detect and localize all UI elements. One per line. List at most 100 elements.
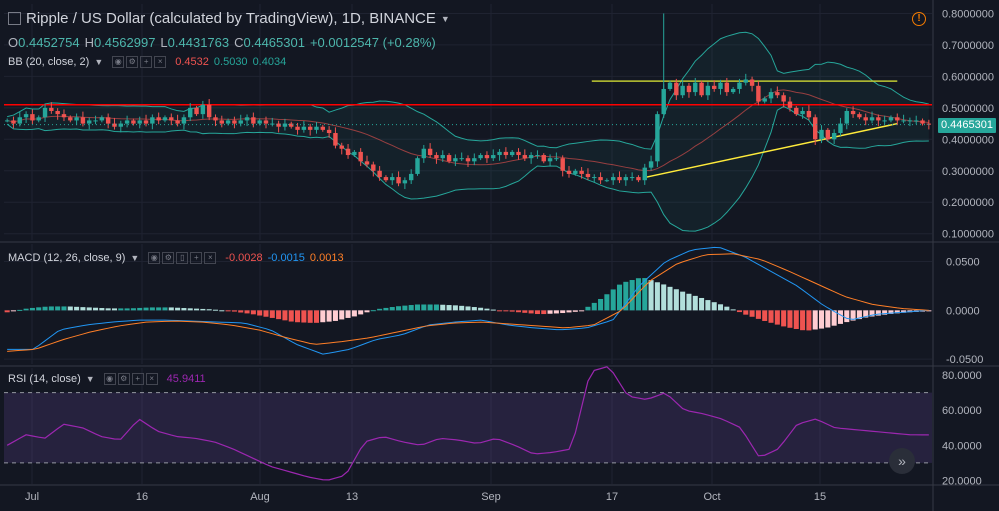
warning-icon[interactable]: ! — [912, 12, 926, 26]
close-icon[interactable]: × — [145, 373, 158, 385]
macd-name[interactable]: MACD (12, 26, close, 9) — [8, 252, 126, 264]
macd-histogram-bar — [806, 310, 812, 331]
plus-icon[interactable]: + — [140, 56, 153, 68]
candle-body — [869, 117, 875, 121]
chart-title[interactable]: Ripple / US Dollar (calculated by Tradin… — [26, 10, 436, 27]
macd-histogram-bar — [257, 310, 263, 316]
candle-body — [844, 110, 849, 124]
rsi-name[interactable]: RSI (14, close) — [8, 373, 81, 385]
macd-histogram-bar — [130, 308, 136, 311]
scroll-to-realtime-button[interactable]: » — [889, 448, 915, 474]
macd-histogram-bar — [80, 307, 86, 311]
candle-body — [484, 155, 490, 159]
plus-icon[interactable]: + — [190, 252, 203, 264]
macd-histogram-bar — [610, 289, 616, 311]
eye-icon[interactable]: ◉ — [112, 56, 125, 68]
macd-histogram-bar — [168, 307, 174, 311]
macd-histogram-bar — [547, 310, 553, 314]
candle-body — [794, 107, 799, 115]
candle-body — [863, 117, 868, 121]
candle-body — [421, 148, 427, 159]
bb-legend[interactable]: BB (20, close, 2) ▼ ◉ ⚙ + × 0.4532 0.5030 0… — [8, 56, 286, 68]
candle-body — [800, 110, 805, 115]
candle-body — [263, 120, 269, 124]
macd-histogram-bar — [421, 304, 427, 311]
candle-body — [93, 120, 98, 122]
y-tick-label: 0.0000 — [946, 305, 980, 317]
close-icon[interactable]: × — [154, 56, 167, 68]
macd-line-value: -0.0015 — [267, 252, 305, 264]
candle-body — [307, 126, 313, 130]
candle-body — [888, 117, 894, 121]
candle-body — [718, 82, 723, 89]
gear-icon[interactable]: ⚙ — [117, 373, 130, 385]
macd-histogram-bar — [560, 310, 566, 314]
candle-body — [377, 170, 382, 178]
chevron-down-icon[interactable]: ▼ — [440, 13, 450, 24]
macd-histogram-bar — [831, 310, 837, 326]
macd-histogram-bar — [497, 310, 503, 312]
gear-icon[interactable]: ⚙ — [162, 252, 175, 264]
candle-body — [825, 129, 831, 140]
indicator-tools[interactable]: ◉ ⚙ + × — [103, 373, 158, 385]
bb-fill — [7, 32, 929, 232]
bb-lower-value: 0.4034 — [252, 56, 287, 68]
macd-histogram-bar — [200, 308, 206, 311]
candle-body — [749, 79, 755, 86]
x-tick-label: 13 — [346, 491, 358, 503]
candle-body — [655, 114, 660, 162]
macd-histogram-bar — [339, 310, 345, 320]
rsi-legend[interactable]: RSI (14, close) ▼ ◉ ⚙ + × 45.9411 — [8, 373, 206, 385]
eye-icon[interactable]: ◉ — [103, 373, 116, 385]
macd-histogram-bar — [23, 308, 29, 311]
macd-histogram-bar — [433, 304, 439, 311]
gear-icon[interactable]: ⚙ — [126, 56, 139, 68]
candle-body — [724, 82, 730, 93]
candle-body — [61, 114, 67, 118]
candle-body — [11, 120, 16, 124]
macd-histogram-bar — [598, 298, 604, 311]
candle-body — [314, 126, 319, 130]
macd-histogram-bar — [156, 307, 162, 311]
macd-histogram-bar — [667, 286, 673, 311]
macd-histogram-bar — [149, 307, 155, 311]
plus-icon[interactable]: + — [131, 373, 144, 385]
candle-body — [699, 82, 704, 96]
y-tick-label: 0.3000000 — [942, 166, 994, 178]
lock-icon[interactable]: ▯ — [176, 252, 189, 264]
macd-histogram-bar — [692, 295, 698, 311]
candle-body — [775, 92, 780, 96]
macd-histogram-bar — [717, 304, 724, 311]
eye-icon[interactable]: ◉ — [148, 252, 161, 264]
macd-histogram-bar — [572, 310, 578, 312]
macd-histogram-bar — [585, 306, 591, 311]
bb-name[interactable]: BB (20, close, 2) — [8, 56, 90, 68]
candle-body — [175, 120, 180, 124]
chevron-down-icon[interactable]: ▼ — [85, 374, 95, 384]
indicator-tools[interactable]: ◉ ⚙ + × — [112, 56, 167, 68]
macd-histogram-bar — [850, 310, 856, 321]
candle-body — [270, 123, 275, 125]
y-tick-label: -0.0500 — [946, 354, 983, 366]
indicator-tools[interactable]: ◉ ⚙ ▯ + × — [148, 252, 217, 264]
macd-histogram-bar — [869, 310, 875, 317]
collapse-icon[interactable] — [8, 12, 21, 25]
chevron-down-icon[interactable]: ▼ — [130, 253, 140, 263]
candle-body — [472, 158, 477, 162]
y-tick-label: 0.1000000 — [942, 229, 994, 241]
macd-legend[interactable]: MACD (12, 26, close, 9) ▼ ◉ ⚙ ▯ + × -0.0028 … — [8, 252, 344, 264]
candle-body — [42, 107, 48, 118]
macd-histogram-bar — [503, 310, 509, 312]
close-icon[interactable]: × — [204, 252, 217, 264]
candle-body — [276, 123, 281, 127]
macd-histogram-bar — [541, 310, 547, 315]
candle-body — [617, 177, 622, 181]
macd-histogram-bar — [762, 310, 768, 321]
y-tick-label: 0.6000000 — [942, 71, 994, 83]
symbol-title-bar[interactable]: Ripple / US Dollar (calculated by Tradin… — [8, 10, 450, 27]
chevron-down-icon[interactable]: ▼ — [94, 57, 104, 67]
candle-body — [74, 117, 79, 121]
candle-body — [194, 107, 199, 115]
candle-body — [124, 120, 130, 124]
